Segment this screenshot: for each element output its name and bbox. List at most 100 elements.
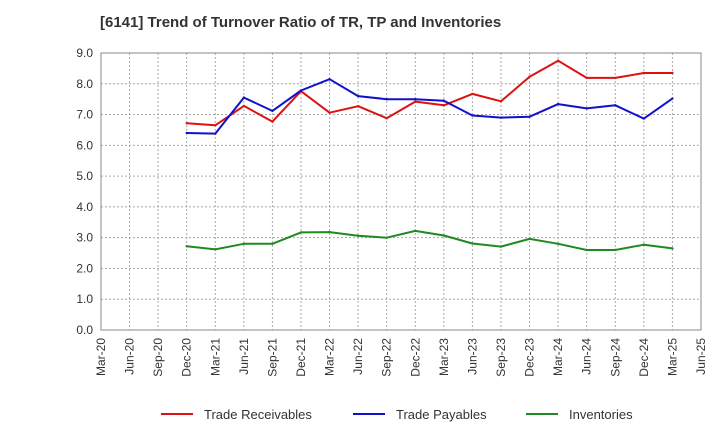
data-point-trade-receivables bbox=[271, 120, 274, 123]
x-tick-label: Sep-20 bbox=[151, 338, 165, 377]
data-point-trade-receivables bbox=[185, 121, 188, 125]
data-point-trade-payables bbox=[356, 94, 360, 98]
data-point-trade-receivables bbox=[671, 71, 674, 75]
data-point-inventories bbox=[528, 237, 531, 241]
data-point-inventories bbox=[214, 248, 217, 251]
data-point-trade-receivables bbox=[471, 92, 474, 96]
series-line-trade-receivables bbox=[186, 59, 673, 127]
data-point-trade-receivables bbox=[585, 76, 588, 80]
data-point-inventories bbox=[614, 248, 617, 252]
x-tick-label: Mar-22 bbox=[323, 338, 337, 376]
x-tick-label: Jun-20 bbox=[123, 338, 137, 375]
data-point-inventories bbox=[671, 247, 674, 250]
axes bbox=[100, 52, 702, 331]
data-point-inventories bbox=[299, 231, 303, 234]
y-tick-label: 7.0 bbox=[76, 108, 93, 122]
series-lines bbox=[185, 59, 674, 252]
data-point-inventories bbox=[328, 230, 331, 234]
chart-title: [6141] Trend of Turnover Ratio of TR, TP… bbox=[100, 14, 502, 31]
data-point-trade-receivables bbox=[356, 105, 360, 108]
legend-item-inventories: Inventories bbox=[526, 403, 633, 425]
data-point-trade-receivables bbox=[242, 104, 246, 108]
data-point-trade-receivables bbox=[442, 104, 446, 107]
y-tick-label: 8.0 bbox=[76, 77, 93, 91]
legend-item-trade-receivables: Trade Receivables bbox=[161, 403, 312, 425]
y-tick-label: 9.0 bbox=[76, 46, 93, 60]
data-point-trade-receivables bbox=[642, 71, 646, 75]
data-point-inventories bbox=[271, 242, 274, 246]
data-point-trade-payables bbox=[328, 77, 331, 81]
data-point-trade-payables bbox=[528, 115, 531, 118]
x-tick-label: Sep-24 bbox=[608, 338, 622, 377]
legend-item-trade-payables: Trade Payables bbox=[353, 403, 487, 425]
x-tick-label: Mar-20 bbox=[94, 338, 108, 376]
x-tick-label: Mar-25 bbox=[665, 338, 679, 376]
data-point-trade-payables bbox=[185, 131, 188, 135]
data-point-trade-receivables bbox=[414, 100, 417, 103]
y-tick-label: 5.0 bbox=[76, 169, 93, 183]
x-tick-label: Dec-22 bbox=[408, 338, 422, 377]
x-tick-label: Dec-21 bbox=[294, 338, 308, 377]
line-chart: 0.0 1.0 2.0 3.0 4.0 5.0 6.0 7.0 8.0 9.0 Mar-20 Jun-… bbox=[76, 46, 708, 377]
data-point-inventories bbox=[385, 236, 388, 239]
data-point-inventories bbox=[414, 229, 417, 233]
data-point-trade-payables bbox=[499, 116, 503, 119]
legend-swatch-trade-payables bbox=[353, 413, 385, 415]
y-tick-label: 2.0 bbox=[76, 261, 93, 275]
legend-label-trade-payables: Trade Payables bbox=[396, 406, 487, 422]
legend-label-inventories: Inventories bbox=[569, 406, 633, 422]
data-point-trade-payables bbox=[414, 97, 417, 101]
legend-swatch-trade-receivables bbox=[161, 413, 193, 415]
data-point-trade-payables bbox=[242, 96, 246, 99]
data-point-trade-receivables bbox=[614, 76, 617, 80]
data-point-trade-receivables bbox=[528, 75, 531, 78]
y-tick-label: 6.0 bbox=[76, 138, 93, 152]
data-point-trade-receivables bbox=[385, 117, 388, 120]
y-tick-label: 0.0 bbox=[76, 323, 93, 337]
legend-swatch-inventories bbox=[526, 413, 558, 415]
y-tick-label: 3.0 bbox=[76, 231, 93, 245]
y-tick-label: 4.0 bbox=[76, 200, 93, 214]
data-point-trade-receivables bbox=[556, 59, 560, 62]
x-tick-label: Sep-22 bbox=[380, 338, 394, 377]
x-tick-label: Mar-21 bbox=[208, 338, 222, 376]
data-point-trade-receivables bbox=[214, 124, 217, 127]
plot-frame bbox=[100, 52, 702, 331]
x-tick-label: Jun-22 bbox=[351, 338, 365, 375]
data-point-trade-payables bbox=[299, 89, 303, 92]
data-point-inventories bbox=[556, 242, 560, 246]
x-tick-label: Dec-20 bbox=[180, 338, 194, 377]
x-tick-label: Dec-24 bbox=[637, 338, 651, 377]
x-tick-label: Sep-21 bbox=[265, 338, 279, 377]
x-tick-label: Dec-23 bbox=[523, 338, 537, 377]
y-tick-label: 1.0 bbox=[76, 292, 93, 306]
data-point-trade-payables bbox=[214, 132, 217, 135]
data-point-inventories bbox=[585, 248, 588, 252]
data-point-trade-payables bbox=[442, 99, 446, 102]
data-point-inventories bbox=[242, 242, 246, 246]
x-tick-label: Sep-23 bbox=[494, 338, 508, 377]
data-point-trade-payables bbox=[614, 104, 617, 107]
x-tick-label: Jun-25 bbox=[694, 338, 708, 375]
data-point-trade-payables bbox=[671, 97, 674, 100]
data-point-inventories bbox=[442, 234, 446, 237]
data-point-trade-payables bbox=[271, 109, 274, 113]
data-point-trade-payables bbox=[385, 97, 388, 101]
x-tick-label: Jun-24 bbox=[580, 338, 594, 375]
legend-label-trade-receivables: Trade Receivables bbox=[204, 406, 312, 422]
series-line-trade-payables bbox=[186, 78, 673, 135]
x-tick-label: Jun-21 bbox=[237, 338, 251, 375]
data-point-inventories bbox=[185, 245, 188, 248]
x-tick-label: Jun-23 bbox=[465, 338, 479, 375]
data-point-inventories bbox=[356, 234, 360, 238]
data-point-inventories bbox=[471, 242, 474, 245]
data-point-inventories bbox=[499, 245, 503, 248]
data-point-trade-receivables bbox=[328, 111, 331, 114]
x-tick-label: Mar-23 bbox=[437, 338, 451, 376]
series-line-inventories bbox=[186, 229, 673, 251]
data-point-trade-payables bbox=[556, 102, 560, 106]
legend: Trade Receivables Trade Payables Invento… bbox=[0, 403, 720, 425]
data-point-inventories bbox=[642, 243, 646, 246]
data-point-trade-payables bbox=[642, 117, 646, 120]
tick-labels: 0.0 1.0 2.0 3.0 4.0 5.0 6.0 7.0 8.0 9.0 Mar-20 Jun-… bbox=[76, 46, 708, 377]
